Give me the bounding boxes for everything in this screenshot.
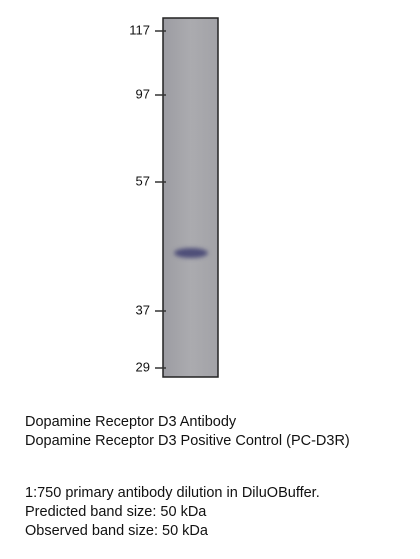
caption-line: Observed band size: 50 kDa	[25, 523, 209, 539]
caption-line: Dopamine Receptor D3 Positive Control (P…	[25, 433, 350, 449]
blot-lane	[162, 17, 219, 378]
marker-label: 117	[129, 22, 150, 37]
caption-line: Dopamine Receptor D3 Antibody	[25, 414, 237, 430]
caption: Dopamine Receptor D3 Antibody Dopamine Re…	[25, 414, 350, 539]
marker-label: 29	[136, 359, 150, 374]
marker-ladder: 117 97 57 37 29	[129, 22, 166, 374]
marker-label: 37	[136, 302, 150, 317]
caption-line: Predicted band size: 50 kDa	[25, 504, 207, 520]
band	[174, 248, 208, 258]
marker-label: 97	[136, 86, 150, 101]
caption-line: 1:750 primary antibody dilution in DiluO…	[25, 485, 320, 501]
marker-label: 57	[136, 173, 150, 188]
